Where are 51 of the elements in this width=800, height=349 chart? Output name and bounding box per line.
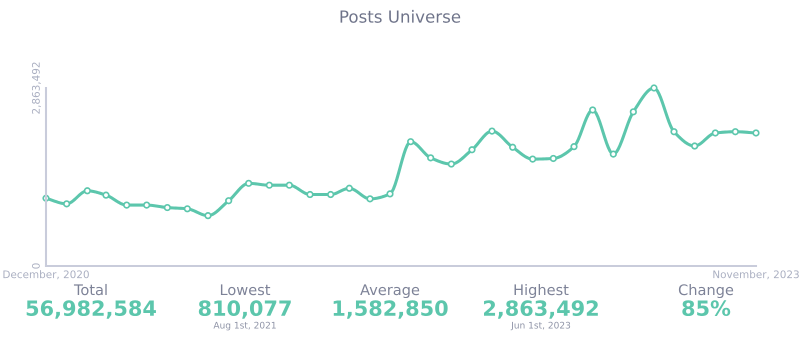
point xyxy=(589,106,596,114)
point xyxy=(650,84,658,92)
point xyxy=(468,146,476,154)
point xyxy=(346,184,353,192)
point xyxy=(102,192,110,199)
point xyxy=(63,200,70,208)
point xyxy=(610,150,617,158)
point xyxy=(245,180,252,187)
point xyxy=(630,108,637,116)
point xyxy=(306,190,314,198)
point xyxy=(286,182,293,189)
point xyxy=(427,154,434,162)
point xyxy=(225,197,232,204)
text: 56,982,584 xyxy=(26,300,156,319)
point xyxy=(570,143,578,150)
point xyxy=(143,201,150,209)
text: 810,077 xyxy=(198,300,291,319)
point xyxy=(509,144,516,151)
point xyxy=(164,204,171,212)
text: Highest xyxy=(514,284,569,298)
point xyxy=(732,128,739,136)
point xyxy=(407,138,414,146)
point xyxy=(752,129,760,137)
point xyxy=(123,201,130,209)
text: 1,582,850 xyxy=(334,300,448,319)
point xyxy=(448,160,455,168)
text: Jun 1st, 2023 xyxy=(510,322,570,330)
point xyxy=(84,187,91,194)
point xyxy=(366,195,374,202)
point xyxy=(327,190,334,198)
y-tick-label: 0 xyxy=(32,263,40,269)
text: Total xyxy=(74,284,107,296)
text: Lowest xyxy=(220,284,270,296)
chart-title: Posts Universe xyxy=(340,10,460,23)
text: 85% xyxy=(682,300,730,316)
text: Average xyxy=(360,284,420,298)
text: Aug 1st, 2021 xyxy=(213,322,276,330)
text: Change xyxy=(678,284,734,298)
point xyxy=(670,128,678,136)
x-tick-label: December, 2020 xyxy=(3,270,89,280)
point xyxy=(712,129,719,137)
text: 2,863,492 xyxy=(484,300,598,319)
point xyxy=(386,190,394,198)
point xyxy=(204,212,212,220)
point xyxy=(529,155,536,163)
x-tick-label: November, 2023 xyxy=(713,270,799,280)
point xyxy=(184,205,191,212)
point xyxy=(691,142,698,150)
point xyxy=(266,182,273,189)
point xyxy=(488,127,496,135)
point xyxy=(550,154,557,162)
